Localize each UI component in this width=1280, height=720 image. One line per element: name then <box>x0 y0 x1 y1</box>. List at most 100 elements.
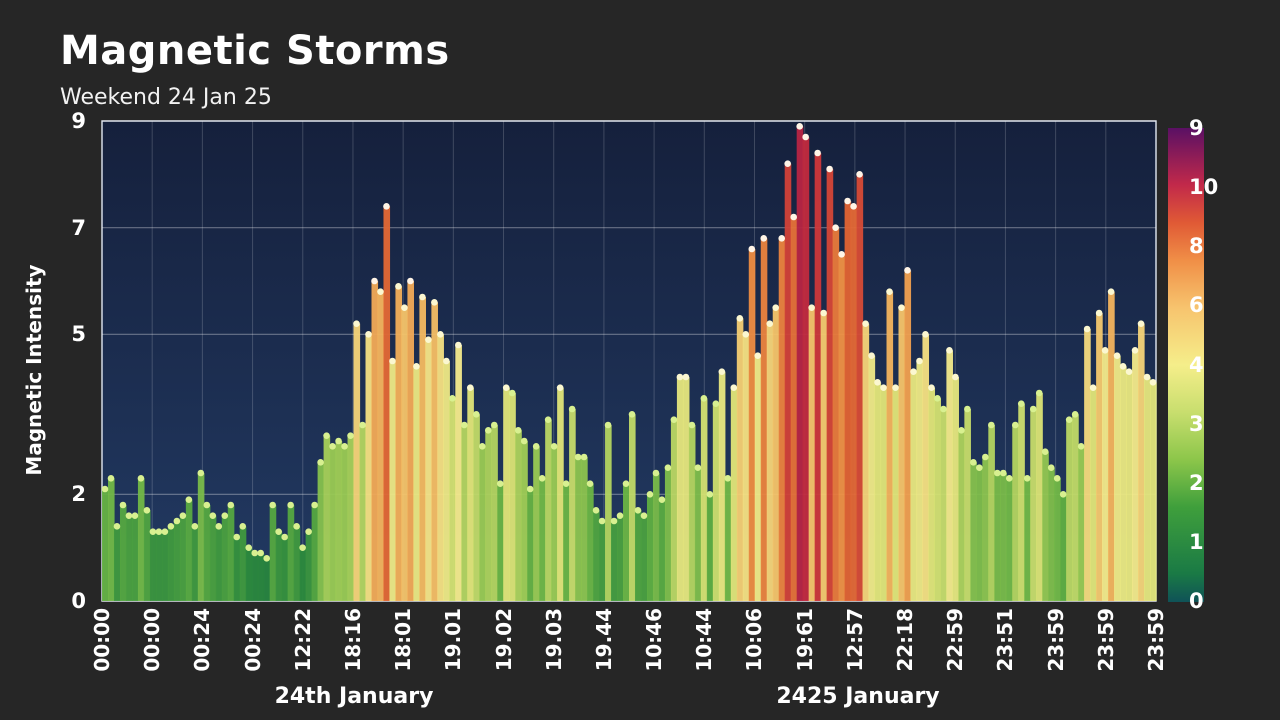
data-point <box>131 512 139 519</box>
data-bar <box>113 526 121 601</box>
data-point <box>1125 368 1133 375</box>
data-point <box>113 523 121 530</box>
data-point <box>281 533 288 541</box>
data-bar <box>119 505 127 601</box>
data-point <box>245 544 253 551</box>
data-point <box>934 395 941 402</box>
data-bar <box>497 483 504 601</box>
data-point <box>562 480 570 487</box>
data-point <box>844 197 851 205</box>
chart-subtitle: Weekend 24 Jan 25 <box>60 85 272 110</box>
data-bar <box>658 499 666 601</box>
data-point <box>119 501 127 509</box>
data-bar <box>533 446 540 601</box>
data-point <box>496 480 504 487</box>
data-point <box>425 336 432 343</box>
data-bar <box>922 334 930 601</box>
data-point <box>520 437 528 445</box>
x-tick-label: 19:61 <box>792 608 817 672</box>
data-bar <box>287 505 295 601</box>
data-bar <box>629 414 636 601</box>
data-bar <box>1072 414 1079 601</box>
data-point <box>1011 421 1019 429</box>
data-bar <box>1150 382 1157 601</box>
x-tick-label: 22:59 <box>943 608 968 672</box>
data-point <box>784 160 791 167</box>
data-point <box>233 533 241 541</box>
data-point <box>718 368 726 375</box>
data-bar <box>1000 473 1007 601</box>
data-point <box>670 416 678 423</box>
data-bar <box>1048 467 1055 601</box>
data-point <box>443 357 450 365</box>
data-bar <box>425 339 432 601</box>
data-bar <box>269 505 277 601</box>
data-point <box>574 453 582 461</box>
data-point <box>347 432 354 439</box>
data-bar <box>563 483 570 601</box>
data-point <box>592 507 600 514</box>
data-point <box>694 464 702 471</box>
data-point <box>856 171 863 178</box>
data-point <box>568 405 576 413</box>
data-point <box>197 469 205 477</box>
data-bar <box>245 547 253 601</box>
data-bar <box>1144 377 1151 601</box>
data-point <box>1005 475 1013 482</box>
data-bar <box>700 398 708 601</box>
data-bar <box>131 515 139 601</box>
data-bar <box>754 355 762 601</box>
x-tick-label: 00:24 <box>240 608 265 672</box>
data-point <box>1065 416 1073 423</box>
x-group-label: 24th January <box>274 684 434 709</box>
data-point <box>107 475 115 482</box>
data-bar <box>742 334 750 601</box>
x-tick-label: 23:51 <box>993 608 1018 672</box>
data-bar <box>880 387 888 601</box>
data-point <box>970 459 977 466</box>
data-point <box>628 411 636 418</box>
data-bar <box>958 430 965 601</box>
data-bar <box>263 558 271 601</box>
data-point <box>269 501 276 509</box>
data-point <box>335 437 342 445</box>
data-point <box>377 288 384 295</box>
data-point <box>940 405 947 413</box>
data-bar <box>940 409 947 601</box>
data-bar <box>952 377 959 601</box>
data-point <box>742 331 750 338</box>
data-bar <box>185 499 193 601</box>
data-point <box>101 485 109 493</box>
data-bar <box>539 478 546 601</box>
data-bar <box>365 334 373 601</box>
data-bar <box>527 489 534 601</box>
data-bar <box>910 371 918 601</box>
colorbar-tick-label: 3 <box>1189 411 1204 436</box>
data-bar <box>305 531 313 601</box>
data-point <box>916 357 923 365</box>
data-bar <box>676 377 684 601</box>
data-bar <box>988 425 995 601</box>
data-point <box>796 123 803 130</box>
data-point <box>161 528 169 535</box>
data-point <box>1017 400 1025 407</box>
data-point <box>814 149 821 157</box>
x-tick-label: 10:06 <box>742 608 767 672</box>
data-bar <box>617 515 624 601</box>
data-bar <box>640 515 648 601</box>
data-bar <box>1126 371 1133 601</box>
data-point <box>305 528 312 535</box>
data-point <box>754 352 762 359</box>
data-point <box>179 512 187 519</box>
data-point <box>964 405 971 413</box>
data-bar <box>766 323 774 601</box>
data-bar <box>976 467 983 601</box>
data-point <box>1149 379 1157 386</box>
data-bar <box>1108 291 1115 601</box>
data-bar <box>413 366 420 601</box>
data-bar <box>1084 329 1091 601</box>
data-bar <box>521 441 528 601</box>
data-point <box>251 549 259 557</box>
data-point <box>610 517 618 525</box>
data-bar <box>694 467 702 601</box>
